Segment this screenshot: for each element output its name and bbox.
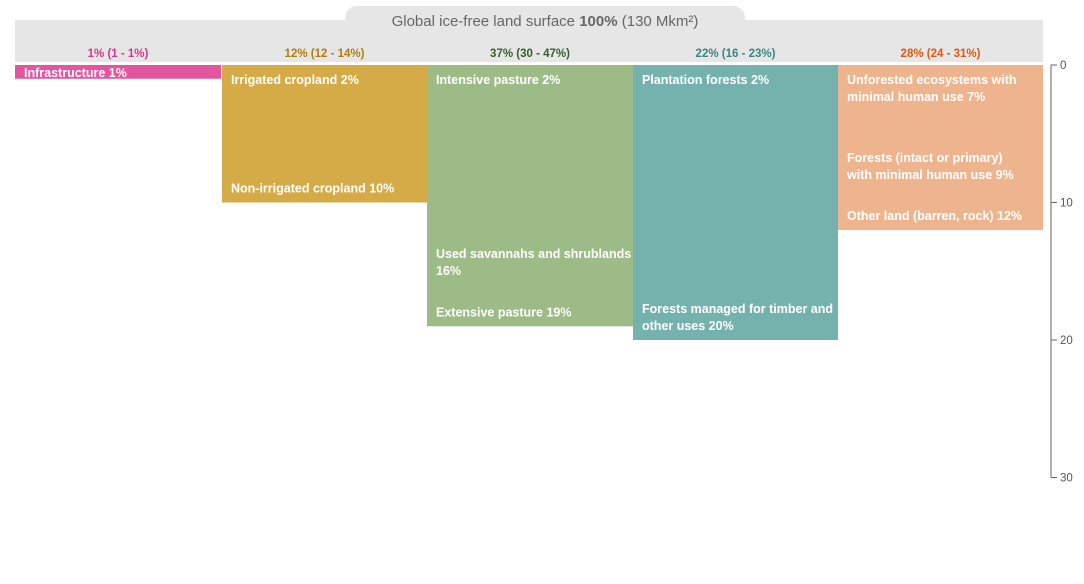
segment-label-c2-s1: Irrigated cropland 2% — [231, 73, 359, 87]
chart-title: Global ice-free land surface 100% (130 M… — [392, 13, 699, 30]
chart-title-bold: 100% — [579, 13, 617, 30]
bar-segment-c5-s3 — [838, 65, 1043, 230]
column-header-3: 37% (30 - 47%) — [490, 48, 570, 60]
y-tick-label-0: 0 — [1060, 60, 1066, 72]
segment-label-c5-s2: Forests (intact or primary) with minimal … — [846, 151, 1014, 182]
bar-segment-c1-s1 — [15, 65, 221, 79]
y-tick-label-30: 30 — [1060, 473, 1073, 485]
segment-label-c4-s1: Plantation forests 2% — [642, 73, 769, 87]
segment-labels: Infrastructure 1% Irrigated cropland 2% No… — [24, 66, 1022, 333]
header-band — [15, 20, 1043, 62]
column-header-5: 28% (24 - 31%) — [901, 48, 981, 60]
segment-label-c1-s1: Infrastructure 1% — [24, 66, 127, 80]
y-tick-label-10: 10 — [1060, 198, 1073, 210]
segment-label-c4-s2: Forests managed for timber and other uses… — [642, 302, 833, 333]
column-header-4: 22% (16 - 23%) — [696, 48, 776, 60]
column-headers: 1% (1 - 1%) 12% (12 - 14%) 37% (30 - 47%) 2… — [88, 48, 981, 60]
y-axis: 0 10 20 30 — [1050, 60, 1073, 485]
stacked-columns — [15, 65, 1043, 340]
y-tick-label-20: 20 — [1060, 335, 1073, 347]
chart-title-prefix: Global ice-free land surface — [392, 13, 580, 30]
segment-label-c5-s3: Other land (barren, rock) 12% — [847, 209, 1022, 223]
segment-label-c3-s1: Intensive pasture 2% — [436, 73, 560, 87]
bar-segment-c2-s2 — [222, 65, 427, 203]
segment-label-c3-s2: Used savannahs and shrublands 16% — [436, 247, 631, 278]
segment-label-c2-s2: Non-irrigated cropland 10% — [231, 182, 394, 196]
bar-segment-c4-s2 — [633, 65, 838, 340]
segment-label-c3-s3: Extensive pasture 19% — [436, 305, 572, 319]
bar-segment-c3-s3 — [427, 65, 633, 327]
segment-label-c5-s1: Unforested ecosystems with minimal human … — [847, 73, 1017, 104]
column-header-2: 12% (12 - 14%) — [285, 48, 365, 60]
column-header-1: 1% (1 - 1%) — [88, 48, 149, 60]
header-band-group: Global ice-free land surface 100% (130 M… — [15, 6, 1043, 62]
chart-title-suffix: (130 Mkm²) — [618, 13, 699, 30]
